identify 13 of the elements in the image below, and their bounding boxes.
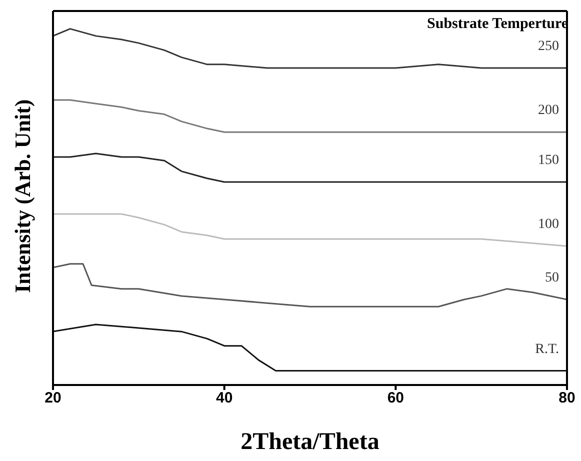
series-label: 150: [538, 152, 559, 168]
series-label: 50: [545, 270, 559, 286]
x-tick-label: 20: [44, 390, 62, 407]
series-label: R.T.: [535, 342, 559, 357]
x-axis-title: 2Theta/Theta: [240, 429, 380, 455]
x-tick-label: 80: [558, 390, 576, 407]
y-axis-title: Intensity (Arb. Unit): [10, 99, 35, 293]
series-label: 200: [538, 103, 559, 118]
x-tick-label: 60: [387, 390, 404, 407]
x-tick-label: 40: [216, 390, 233, 407]
legend-title: Substrate Temperture: [427, 16, 568, 33]
series-label: 100: [538, 217, 559, 232]
series-label: 250: [538, 38, 559, 54]
